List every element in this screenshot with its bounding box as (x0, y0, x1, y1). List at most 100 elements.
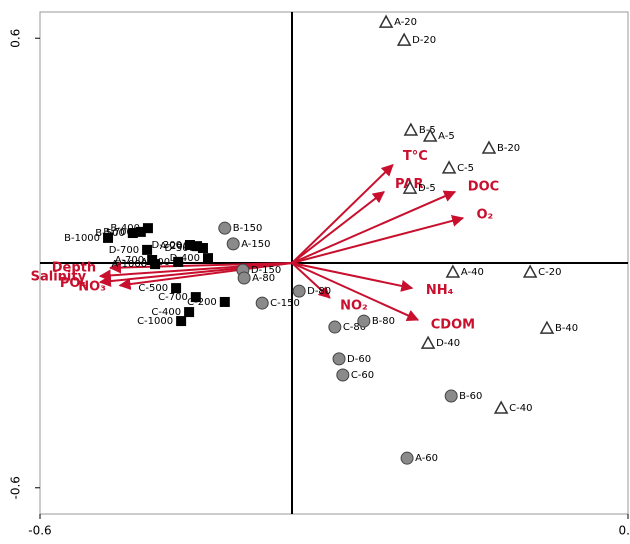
point-square (127, 228, 138, 239)
point-label: B-400 (110, 223, 140, 234)
point-square (197, 243, 208, 254)
point-square (184, 240, 195, 251)
loading-vector (291, 191, 385, 264)
point-circle (237, 271, 251, 285)
point-triangle (420, 335, 436, 349)
point-label: A-5 (438, 131, 455, 142)
vector-label: PO₄ (60, 276, 87, 291)
vector-label: Depth (52, 261, 96, 276)
vector-label: O₂ (476, 207, 493, 222)
point-label: B-5 (419, 125, 436, 136)
point-triangle (481, 140, 497, 154)
point-triangle (539, 320, 555, 334)
point-label: A-200 (160, 241, 189, 252)
loading-vector (291, 214, 465, 264)
vector-label: NO₂ (340, 298, 368, 313)
point-label: C-60 (351, 370, 374, 381)
point-label: D-5 (418, 183, 436, 194)
point-square (192, 241, 203, 252)
point-label: D-200 (152, 240, 182, 251)
point-triangle (493, 400, 509, 414)
point-label: A-150 (241, 239, 270, 250)
point-label: D-20 (412, 35, 436, 46)
point-label: A-20 (394, 17, 417, 28)
vector-label: NH₄ (426, 283, 454, 298)
vector-label: CDOM (431, 317, 475, 332)
point-triangle (445, 264, 461, 278)
point-label: C-400 (151, 307, 181, 318)
y-tick-label: -0.6 (9, 476, 23, 499)
point-label: A-40 (461, 267, 484, 278)
point-label: D-60 (347, 354, 371, 365)
point-label: C-5 (457, 163, 474, 174)
point-square (150, 259, 161, 270)
point-label: C-20 (538, 267, 561, 278)
vector-label: Salinity (31, 269, 87, 284)
point-square (142, 244, 153, 255)
point-label: D-700 (109, 245, 139, 256)
point-square (184, 307, 195, 318)
point-circle (400, 451, 414, 465)
point-label: C-500 (138, 283, 168, 294)
point-square (190, 292, 201, 303)
point-label: A-60 (415, 453, 438, 464)
point-circle (255, 296, 269, 310)
point-label: B-1000 (64, 233, 100, 244)
point-label: C-80 (343, 322, 366, 333)
point-circle (218, 221, 232, 235)
y-tick-label: 0.6 (9, 29, 23, 48)
x-tick-label: -0.6 (28, 524, 51, 538)
point-circle (292, 284, 306, 298)
point-label: D-400 (170, 253, 200, 264)
point-square (173, 256, 184, 267)
point-label: A-80 (252, 273, 275, 284)
point-triangle (441, 160, 457, 174)
point-label: C-1000 (137, 316, 173, 327)
point-label: C-40 (509, 403, 532, 414)
point-label: B-150 (233, 223, 263, 234)
loading-vector (291, 164, 394, 264)
point-label: B-700 (103, 227, 133, 238)
point-triangle (522, 264, 538, 278)
point-circle (357, 314, 371, 328)
point-square (103, 232, 114, 243)
point-label: B-80 (372, 316, 395, 327)
point-triangle (396, 32, 412, 46)
point-label: D-500 (165, 243, 195, 254)
point-label: B-60 (459, 391, 482, 402)
point-label: C-200 (187, 297, 217, 308)
point-triangle (422, 128, 438, 142)
point-label: B-40 (555, 323, 578, 334)
vector-label: T°C (403, 149, 428, 164)
loading-vector (291, 190, 457, 264)
point-triangle (403, 122, 419, 136)
point-triangle (402, 180, 418, 194)
loading-vector (108, 261, 293, 274)
x-tick-label: 0.8 (618, 524, 630, 538)
point-circle (336, 368, 350, 382)
point-label: A-1000 (111, 259, 147, 270)
point-square (203, 253, 213, 264)
point-circle (444, 389, 458, 403)
point-label: D-80 (307, 286, 331, 297)
vector-label: DOC (468, 180, 499, 195)
point-triangle (378, 14, 394, 28)
point-label: C-150 (270, 298, 300, 309)
vector-label: NO₃ (78, 280, 106, 295)
loading-vector (118, 262, 293, 291)
point-circle (328, 320, 342, 334)
loading-vector (291, 262, 414, 292)
point-square (171, 283, 182, 294)
loading-vector (291, 262, 420, 321)
point-label: A-400 (141, 257, 170, 268)
loading-vector (291, 262, 331, 299)
point-square (219, 296, 230, 307)
point-label: A-700 (115, 255, 144, 266)
point-circle (332, 352, 346, 366)
point-square (135, 226, 146, 237)
point-label: C-700 (158, 292, 188, 303)
point-square (176, 316, 187, 327)
point-label: D-150 (251, 265, 281, 276)
point-circle (226, 237, 240, 251)
